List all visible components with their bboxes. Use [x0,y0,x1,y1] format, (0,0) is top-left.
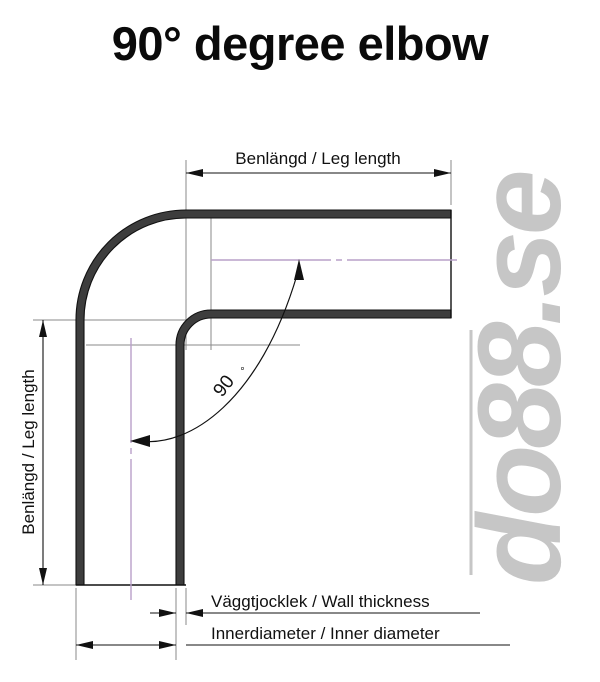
pipe-outer-wall [75,209,452,586]
dimension-wall-thickness: Väggtjocklek / Wall thickness [150,592,480,617]
dimension-label-wall-thickness: Väggtjocklek / Wall thickness [211,592,430,611]
dimension-arrow-id-left [76,641,93,649]
elbow-pipe [75,209,452,586]
angle-arc [138,274,298,443]
watermark-text: do88.se [454,172,586,585]
dimension-arrow-left-top [39,320,47,337]
angle-arrowhead-left [130,435,150,447]
dimension-leg-length-top: Benlängd / Leg length [186,149,451,177]
dimension-arrow-left-bottom [39,568,47,585]
dimension-label-leg-length-left: Benlängd / Leg length [19,369,38,534]
page-title: 90° degree elbow [111,17,489,70]
dimension-arrow-wall-outer [186,609,203,617]
watermark-logo: do88.se [454,172,586,585]
dimension-arrow-top-left [186,169,203,177]
angle-annotation: 90 ° [130,259,304,447]
dimension-arrow-id-right [159,641,176,649]
dimension-leg-length-left: Benlängd / Leg length [19,320,47,585]
dimension-label-leg-length-top: Benlängd / Leg length [235,149,400,168]
centerlines [130,259,462,600]
pipe-inner-wall [175,309,452,586]
dimension-arrow-wall-inner [159,609,176,617]
dimension-label-inner-diameter: Innerdiameter / Inner diameter [211,624,440,643]
dimension-inner-diameter: Innerdiameter / Inner diameter [76,624,510,649]
angle-degree-symbol: ° [239,365,251,376]
dimension-arrow-top-right [434,169,451,177]
angle-arrowhead-top [294,259,304,280]
